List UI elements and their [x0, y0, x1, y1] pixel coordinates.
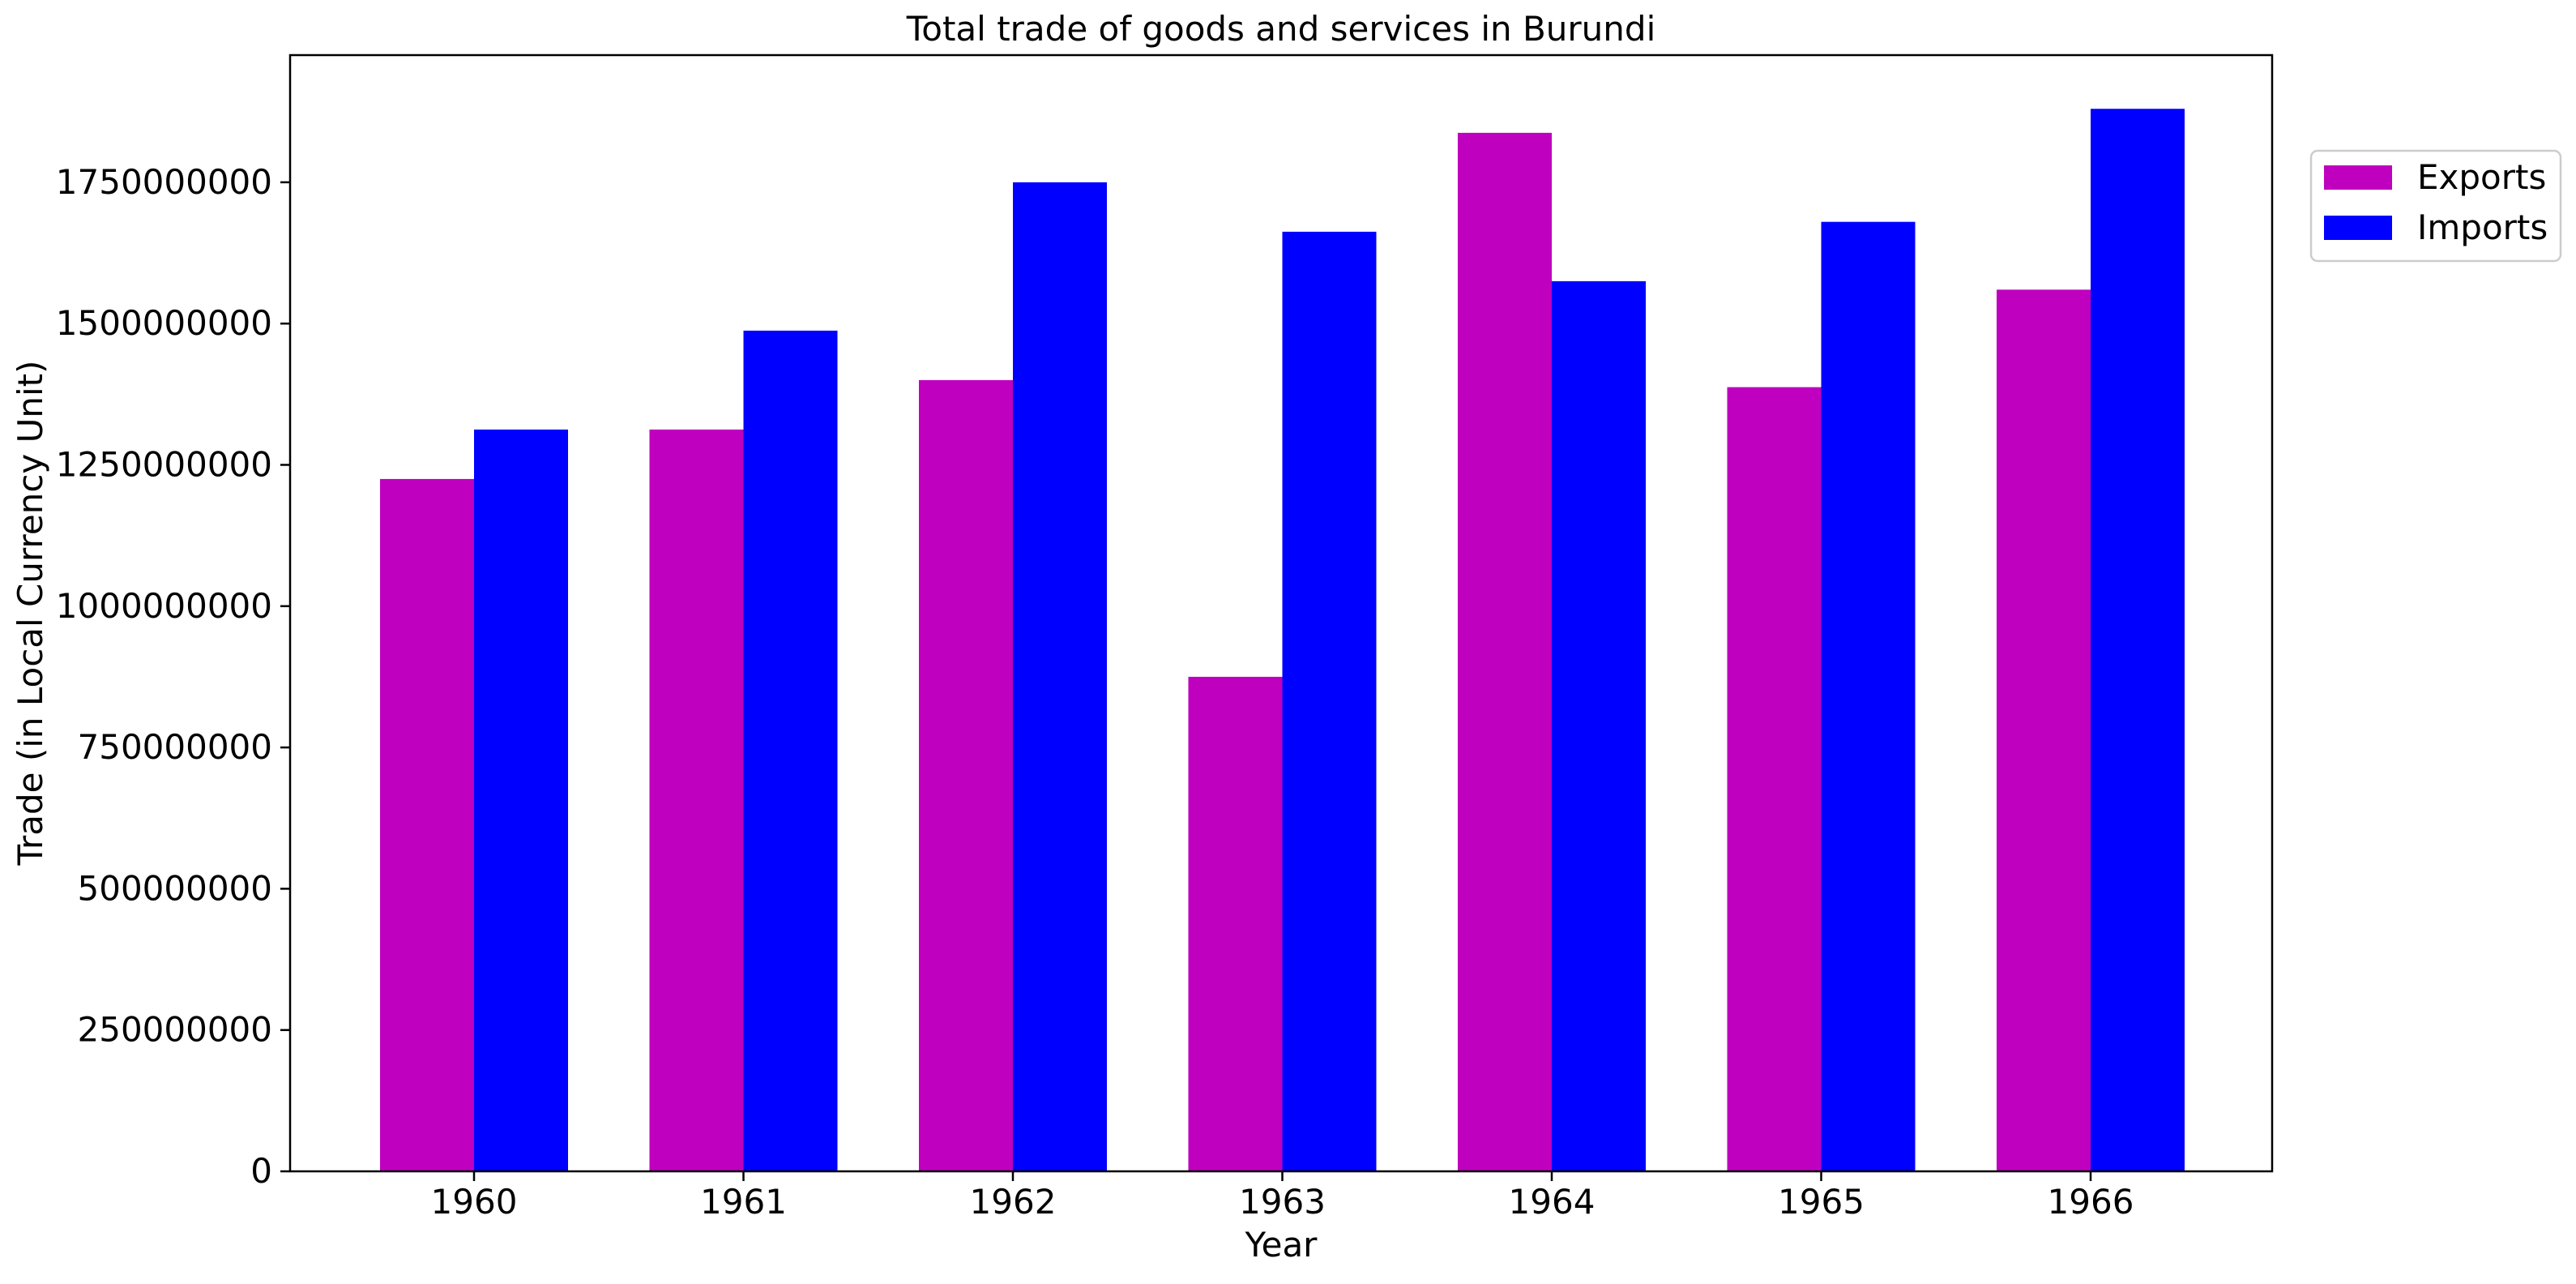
x-tick-label: 1961: [700, 1182, 787, 1222]
y-tick-label: 1750000000: [56, 162, 272, 202]
bar-exports-1962: [919, 379, 1013, 1171]
y-tick-label: 1250000000: [56, 444, 272, 484]
bars-layer: [380, 109, 2185, 1172]
y-tick-label: 1000000000: [56, 586, 272, 626]
x-axis: 1960 1961 1962 1963 1964 1965 1966: [431, 1171, 2134, 1222]
bar-exports-1961: [649, 429, 744, 1171]
legend-label-exports: Exports: [2417, 157, 2546, 197]
bar-exports-1966: [1997, 289, 2091, 1172]
y-axis-label: Trade (in Local Currency Unit): [11, 360, 50, 866]
bar-imports-1962: [1013, 182, 1107, 1171]
x-tick-label: 1962: [970, 1182, 1057, 1222]
x-tick-label: 1964: [1509, 1182, 1596, 1222]
x-tick-label: 1965: [1778, 1182, 1865, 1222]
bar-imports-1961: [743, 330, 838, 1172]
bar-imports-1966: [2091, 109, 2185, 1171]
legend-label-imports: Imports: [2417, 208, 2548, 247]
bar-exports-1963: [1188, 676, 1283, 1171]
x-tick-label: 1963: [1239, 1182, 1326, 1222]
y-tick-label: 250000000: [78, 1010, 273, 1050]
x-axis-label: Year: [1245, 1225, 1318, 1265]
chart-title: Total trade of goods and services in Bur…: [906, 9, 1656, 49]
bar-exports-1960: [380, 478, 474, 1171]
bar-imports-1960: [474, 429, 568, 1171]
y-tick-label: 0: [250, 1151, 272, 1191]
y-tick-label: 500000000: [78, 868, 273, 908]
legend-swatch-exports: [2324, 165, 2392, 190]
y-tick-label: 750000000: [78, 727, 273, 767]
bar-imports-1963: [1282, 231, 1377, 1171]
plot-area-frame: [288, 54, 2274, 1173]
bar-imports-1965: [1821, 221, 1916, 1171]
legend: Exports Imports: [2309, 149, 2562, 263]
x-tick-label: 1960: [431, 1182, 518, 1222]
bar-exports-1965: [1727, 387, 1822, 1172]
y-tick-label: 1500000000: [56, 303, 272, 343]
bar-imports-1964: [1552, 280, 1646, 1171]
x-tick-label: 1966: [2048, 1182, 2134, 1222]
y-axis: 0 250000000 500000000 750000000 1000000000 12…: [56, 162, 290, 1191]
legend-swatch-imports: [2324, 216, 2392, 240]
bar-exports-1964: [1458, 132, 1552, 1172]
